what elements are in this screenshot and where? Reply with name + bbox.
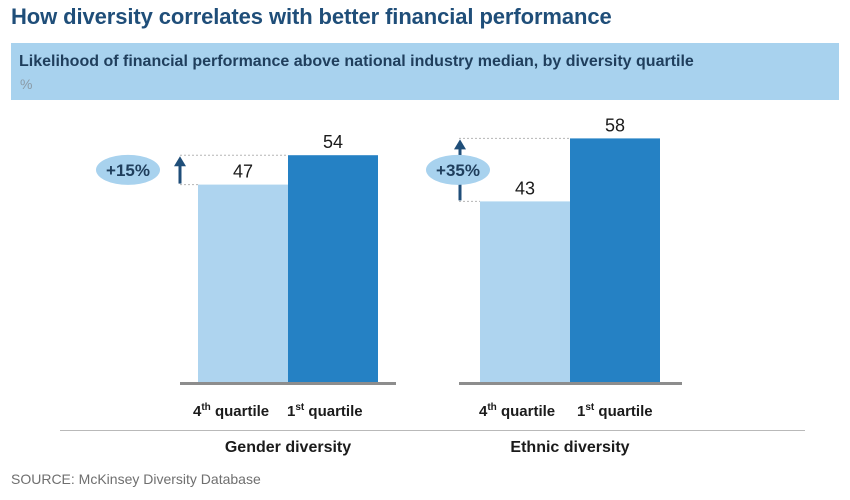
annotation-label: +35% bbox=[436, 161, 480, 180]
source-note: SOURCE: McKinsey Diversity Database bbox=[11, 471, 261, 487]
bar-ethnic-q4 bbox=[480, 201, 570, 382]
category-label: 1st quartile bbox=[287, 402, 363, 420]
chart-subtitle: Likelihood of financial performance abov… bbox=[19, 53, 694, 70]
bar-ethnic-q1 bbox=[570, 138, 660, 382]
bar-gender-q4 bbox=[198, 184, 288, 382]
subtitle-band: Likelihood of financial performance abov… bbox=[11, 43, 839, 100]
annotation-label: +15% bbox=[106, 161, 150, 180]
annotation-bubble bbox=[426, 154, 490, 185]
divider-line bbox=[60, 430, 805, 431]
annotation-bubble bbox=[96, 154, 160, 185]
page-title: How diversity correlates with better fin… bbox=[11, 4, 612, 29]
data-label: 54 bbox=[323, 132, 343, 152]
difference-arrow-head bbox=[454, 139, 466, 150]
data-label: 47 bbox=[233, 162, 253, 182]
category-label: 1st quartile bbox=[577, 402, 653, 420]
difference-arrow-head bbox=[174, 156, 186, 167]
group-label: Gender diversity bbox=[225, 439, 351, 456]
bar-gender-q1 bbox=[288, 155, 378, 382]
unit-label: % bbox=[20, 76, 33, 92]
category-label: 4th quartile bbox=[479, 402, 555, 420]
x-axis-baseline bbox=[180, 382, 396, 385]
bar-chart: 47 54 +15% 4th quartile 1st quartile Gender d… bbox=[96, 115, 682, 456]
group-label: Ethnic diversity bbox=[510, 439, 629, 456]
category-label: 4th quartile bbox=[193, 402, 269, 420]
data-label: 43 bbox=[515, 178, 535, 198]
data-label: 58 bbox=[605, 115, 625, 135]
x-axis-baseline bbox=[459, 382, 682, 385]
